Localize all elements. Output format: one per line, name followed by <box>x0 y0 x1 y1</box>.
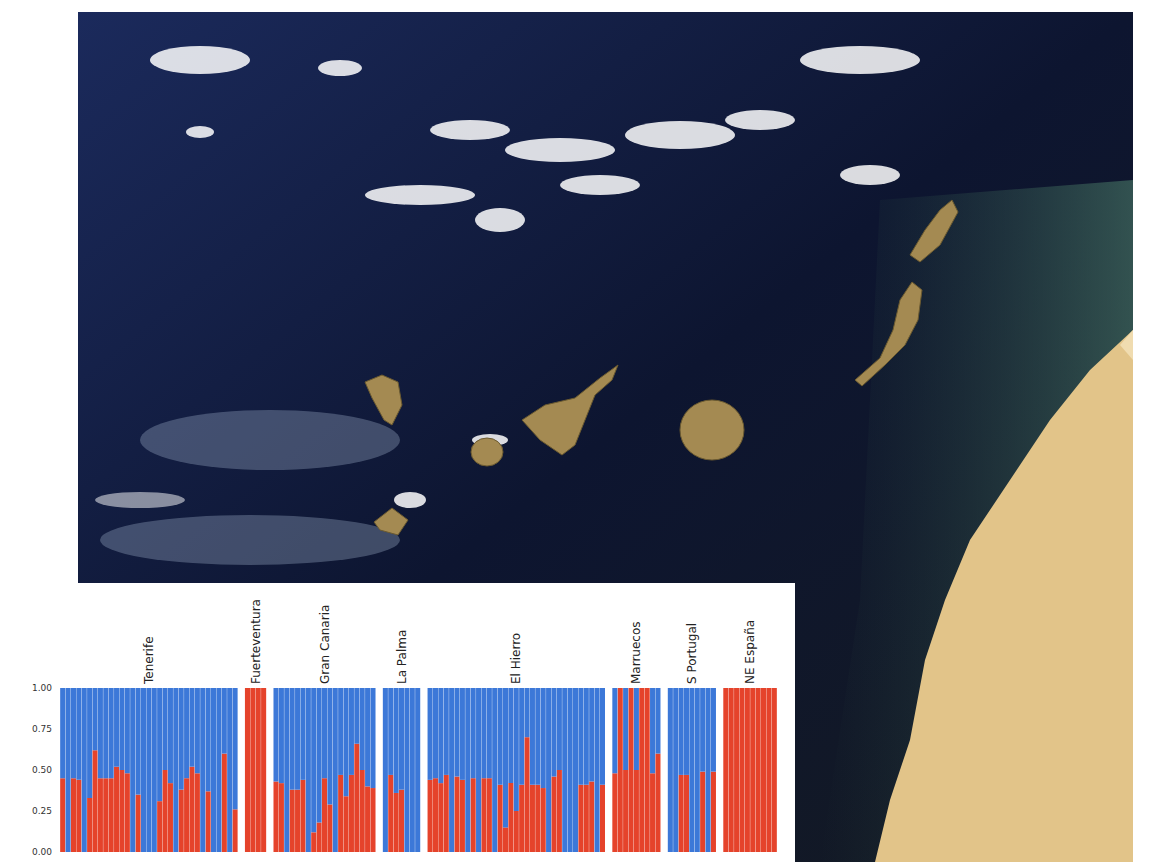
svg-text:0.25: 0.25 <box>32 806 52 816</box>
svg-text:1.00: 1.00 <box>32 683 52 693</box>
svg-text:0.00: 0.00 <box>32 847 52 857</box>
svg-text:Gran Canaria: Gran Canaria <box>318 605 332 684</box>
svg-text:Tenerife: Tenerife <box>142 636 156 685</box>
svg-text:Fuerteventura: Fuerteventura <box>249 599 263 684</box>
svg-text:S Portugal: S Portugal <box>685 623 699 684</box>
svg-text:0.75: 0.75 <box>32 724 52 734</box>
svg-text:0.50: 0.50 <box>32 765 52 775</box>
svg-text:El Hierro: El Hierro <box>509 633 523 684</box>
svg-text:La Palma: La Palma <box>395 630 409 684</box>
svg-text:NE España: NE España <box>743 620 757 684</box>
svg-text:Marruecos: Marruecos <box>629 621 643 684</box>
